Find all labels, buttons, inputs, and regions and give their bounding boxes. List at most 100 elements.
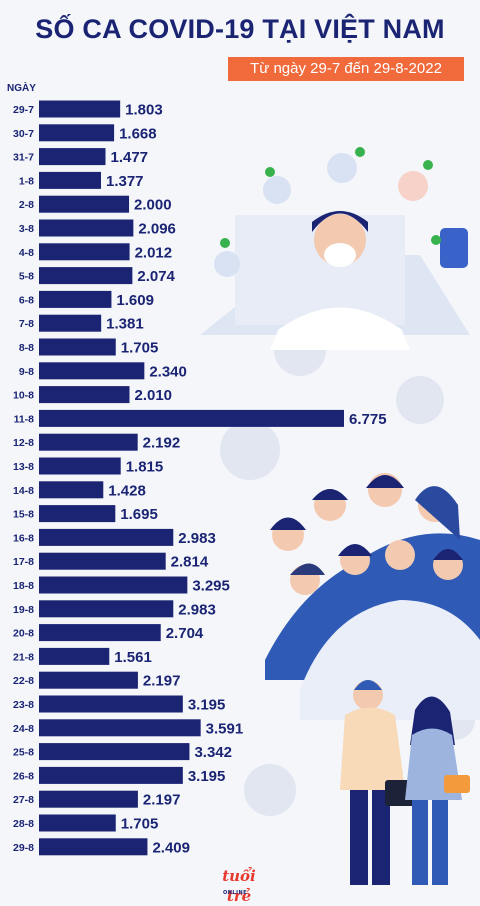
bar-4-8: [39, 243, 130, 261]
value-label-7-8: 1.381: [106, 316, 144, 333]
category-label-13-8: 13-8: [13, 461, 34, 473]
category-label-30-7: 30-7: [13, 128, 34, 140]
bar-27-8: [39, 790, 138, 808]
value-label-10-8: 2.010: [134, 387, 172, 404]
category-label-23-8: 23-8: [13, 699, 34, 711]
value-label-4-8: 2.012: [135, 244, 173, 261]
bar-26-8: [39, 766, 183, 784]
value-label-8-8: 1.705: [121, 340, 159, 357]
bar-19-8: [39, 600, 174, 618]
axis-label-date: NGÀY: [7, 83, 36, 94]
category-label-6-8: 6-8: [19, 294, 34, 306]
category-label-22-8: 22-8: [13, 675, 34, 687]
category-label-15-8: 15-8: [13, 509, 34, 521]
bar-25-8: [39, 743, 190, 761]
bar-6-8: [39, 290, 112, 308]
date-range-badge: Từ ngày 29-7 đến 29-8-2022: [228, 57, 464, 81]
value-label-21-8: 1.561: [114, 649, 152, 666]
category-label-19-8: 19-8: [13, 604, 34, 616]
bar-11-8: [39, 409, 344, 427]
category-label-12-8: 12-8: [13, 437, 34, 449]
bar-1-8: [39, 171, 101, 189]
bar-15-8: [39, 505, 116, 523]
value-label-9-8: 2.340: [149, 363, 187, 380]
value-label-29-8: 2.409: [152, 839, 190, 856]
value-label-3-8: 2.096: [138, 221, 176, 238]
bar-28-8: [39, 814, 116, 832]
bar-2-8: [39, 195, 130, 213]
value-label-5-8: 2.074: [137, 268, 175, 285]
value-label-28-8: 1.705: [121, 816, 159, 833]
category-label-29-7: 29-7: [13, 104, 34, 116]
value-label-26-8: 3.195: [188, 768, 226, 785]
category-label-31-7: 31-7: [13, 152, 34, 164]
value-label-20-8: 2.704: [166, 625, 204, 642]
category-label-2-8: 2-8: [19, 199, 34, 211]
category-label-1-8: 1-8: [19, 175, 34, 187]
value-label-24-8: 3.591: [206, 720, 244, 737]
value-label-6-8: 1.609: [116, 292, 154, 309]
bar-20-8: [39, 624, 161, 642]
bar-30-7: [39, 124, 115, 142]
value-label-2-8: 2.000: [134, 197, 172, 214]
bar-10-8: [39, 386, 130, 404]
value-label-16-8: 2.983: [178, 530, 216, 547]
bar-3-8: [39, 219, 134, 237]
bar-24-8: [39, 719, 201, 737]
category-label-14-8: 14-8: [13, 485, 34, 497]
category-label-3-8: 3-8: [19, 223, 34, 235]
bar-13-8: [39, 457, 121, 475]
category-label-5-8: 5-8: [19, 271, 34, 283]
bar-18-8: [39, 576, 188, 594]
category-label-28-8: 28-8: [13, 818, 34, 830]
category-label-27-8: 27-8: [13, 794, 34, 806]
bar-31-7: [39, 148, 106, 166]
value-label-30-7: 1.668: [119, 125, 157, 142]
value-label-27-8: 2.197: [143, 792, 181, 809]
value-label-31-7: 1.477: [110, 149, 148, 166]
category-label-9-8: 9-8: [19, 366, 34, 378]
bar-14-8: [39, 481, 104, 499]
bar-23-8: [39, 695, 183, 713]
category-label-16-8: 16-8: [13, 532, 34, 544]
bar-7-8: [39, 314, 102, 332]
bar-29-8: [39, 838, 148, 856]
bar-16-8: [39, 528, 174, 546]
bar-29-7: [39, 100, 121, 118]
value-label-25-8: 3.342: [194, 744, 232, 761]
bar-5-8: [39, 267, 133, 285]
bar-21-8: [39, 647, 110, 665]
category-label-7-8: 7-8: [19, 318, 34, 330]
bar-8-8: [39, 338, 116, 356]
value-label-23-8: 3.195: [188, 697, 226, 714]
value-label-12-8: 2.192: [143, 435, 181, 452]
category-label-29-8: 29-8: [13, 842, 34, 854]
value-label-15-8: 1.695: [120, 506, 158, 523]
category-label-20-8: 20-8: [13, 628, 34, 640]
value-label-18-8: 3.295: [192, 578, 230, 595]
value-label-1-8: 1.377: [106, 173, 144, 190]
category-label-26-8: 26-8: [13, 770, 34, 782]
bar-17-8: [39, 552, 166, 570]
category-label-17-8: 17-8: [13, 556, 34, 568]
value-label-14-8: 1.428: [108, 482, 146, 499]
bar-9-8: [39, 362, 145, 380]
category-label-18-8: 18-8: [13, 580, 34, 592]
bar-22-8: [39, 671, 138, 689]
logo-subtext: ONLINE: [223, 890, 248, 896]
category-label-11-8: 11-8: [14, 413, 35, 425]
category-label-25-8: 25-8: [13, 747, 34, 759]
value-label-11-8: 6.775: [349, 411, 387, 428]
tuoitre-logo: tuổi trẻ ONLINE: [209, 866, 269, 905]
page-title: SỐ CA COVID-19 TẠI VIỆT NAM: [35, 14, 445, 44]
category-label-21-8: 21-8: [13, 651, 34, 663]
value-label-19-8: 2.983: [178, 601, 216, 618]
value-label-29-7: 1.803: [125, 102, 163, 119]
value-label-22-8: 2.197: [143, 673, 181, 690]
value-label-17-8: 2.814: [171, 554, 209, 571]
category-label-8-8: 8-8: [19, 342, 34, 354]
value-label-13-8: 1.815: [126, 459, 164, 476]
category-label-24-8: 24-8: [13, 723, 34, 735]
category-label-10-8: 10-8: [13, 390, 34, 402]
